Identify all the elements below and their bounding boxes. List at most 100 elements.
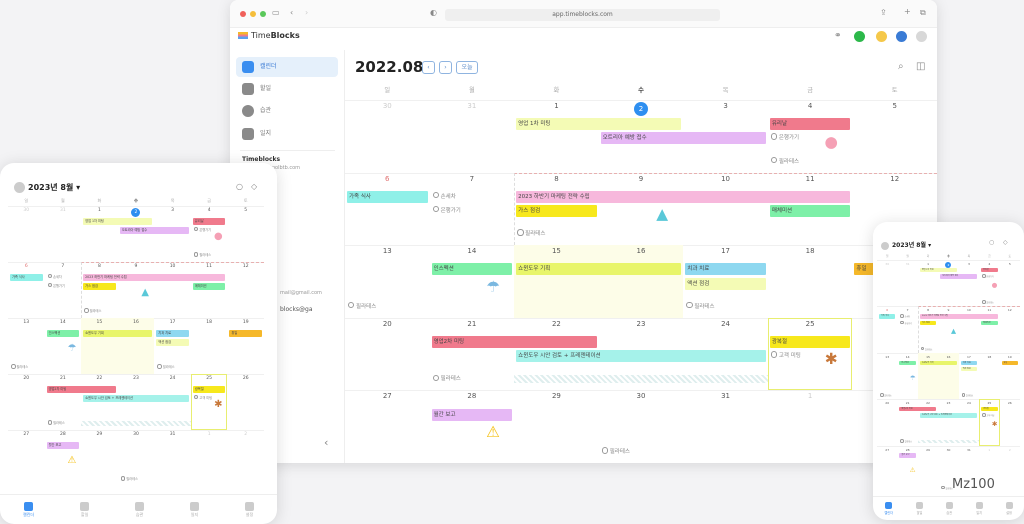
todo-item[interactable]: 필라테스 <box>121 476 138 483</box>
event-bar[interactable]: 오트리아 예방 접수 <box>940 274 978 279</box>
tablet-month-title[interactable]: 2023년 8월 ▾ <box>14 182 80 193</box>
event-bar[interactable]: 휴일 <box>229 329 262 337</box>
badge-icon[interactable] <box>854 31 865 42</box>
event-bar[interactable]: 영업2차 미팅 <box>431 336 597 349</box>
tab-1[interactable]: 할일 <box>915 502 923 515</box>
tab-0[interactable]: 캘린더 <box>23 501 34 518</box>
collapse-sidebar-icon[interactable]: ‹ <box>324 436 329 449</box>
todo-item[interactable]: 필라테스 <box>900 439 912 445</box>
notification-icon[interactable] <box>876 31 887 42</box>
tab-4[interactable]: 설정 <box>1005 502 1013 515</box>
tab-2[interactable]: 습관 <box>945 502 953 515</box>
todo-item[interactable]: 손세차 <box>900 314 911 320</box>
todo-item[interactable]: 필라테스 <box>921 347 932 353</box>
event-bar[interactable]: 가족 식사 <box>10 273 43 281</box>
event-bar[interactable]: 유리날 <box>192 217 226 225</box>
event-bar[interactable]: 영업 1차 미팅 <box>83 217 153 225</box>
event-bar[interactable]: 치과 치료 <box>685 263 766 276</box>
event-bar[interactable]: 가스 점검 <box>83 282 116 290</box>
event-bar[interactable]: 휴일 <box>1001 360 1018 365</box>
event-bar[interactable]: 광복절 <box>981 407 998 412</box>
event-bar[interactable]: 영업2차 미팅 <box>899 407 937 412</box>
event-bar[interactable]: 가스 점검 <box>919 320 937 325</box>
event-bar[interactable]: 영업 1차 미팅 <box>516 118 682 131</box>
bell-icon[interactable]: ◇ <box>251 182 258 191</box>
todo-item[interactable]: 필라테스 <box>433 373 461 385</box>
sidebar-item-note[interactable]: 일지 <box>236 124 338 144</box>
event-bar[interactable]: 2023 하반기 마케팅 전략 수립 <box>83 273 226 281</box>
search-icon[interactable]: ○ <box>236 182 243 191</box>
event-bar[interactable]: 월간 보고 <box>46 441 80 449</box>
todo-item[interactable]: 필라테스 <box>48 420 65 427</box>
event-bar[interactable]: 인스펙션 <box>46 329 80 337</box>
todo-item[interactable]: 필라테스 <box>941 486 952 492</box>
event-bar[interactable]: 액션 점검 <box>960 367 978 372</box>
event-bar[interactable]: 월간 보고 <box>899 453 916 458</box>
tab-3[interactable]: 일지 <box>190 501 199 518</box>
new-tab-icon[interactable]: + <box>904 7 911 16</box>
todo-item[interactable]: 은행가기 <box>48 283 65 290</box>
event-bar[interactable]: 유리날 <box>769 118 851 131</box>
prev-month-button[interactable]: ‹ <box>422 61 435 74</box>
todo-item[interactable]: 은행가기 <box>982 274 993 280</box>
todo-item[interactable]: 필라테스 <box>157 364 175 371</box>
today-marker[interactable]: 2 <box>633 102 648 116</box>
back-icon[interactable]: ‹ <box>290 8 294 17</box>
todo-item[interactable]: 필라테스 <box>84 308 102 315</box>
todo-item[interactable]: 은행가기 <box>194 227 211 234</box>
event-bar[interactable]: 쇼윈도우 시안 검토 + 프레젠테이션 <box>516 350 766 363</box>
event-bar[interactable]: 인스펙션 <box>899 360 916 365</box>
search-icon[interactable]: ⌕ <box>898 61 904 72</box>
todo-item[interactable]: 고객 미팅 <box>194 395 212 402</box>
event-bar[interactable]: 치과 치료 <box>156 329 189 337</box>
event-bar[interactable]: 매체미션 <box>981 320 998 325</box>
event-bar[interactable]: 유리날 <box>981 267 998 273</box>
event-bar[interactable]: 오트리아 예방 접수 <box>600 132 766 145</box>
todo-item[interactable]: 필라테스 <box>348 301 376 313</box>
todo-item[interactable]: 은행가기 <box>771 132 799 144</box>
tab-3[interactable]: 일지 <box>975 502 983 515</box>
event-bar[interactable]: 영업2차 미팅 <box>46 385 116 393</box>
event-bar[interactable]: 가족 식사 <box>347 190 428 203</box>
view-toggle-icon[interactable]: ◫ <box>916 61 926 72</box>
todo-item[interactable]: 필라테스 <box>11 364 29 371</box>
event-bar[interactable]: 2023 하반기 마케팅 전략 수립 <box>919 314 998 319</box>
minimize-window-button[interactable] <box>250 11 256 17</box>
share-icon[interactable]: ⇪ <box>880 8 887 17</box>
next-month-button[interactable]: › <box>439 61 452 74</box>
todo-item[interactable]: 손세차 <box>48 274 62 281</box>
event-bar[interactable]: 매체미션 <box>192 282 226 290</box>
tabs-icon[interactable]: ⧉ <box>920 8 926 17</box>
event-bar[interactable]: 쇼윈도우 기획 <box>516 263 682 276</box>
todo-item[interactable]: 필라테스 <box>686 301 714 313</box>
tab-4[interactable]: 설정 <box>244 501 254 518</box>
event-bar[interactable]: 월간 보고 <box>431 408 513 421</box>
event-bar[interactable]: 액션 점검 <box>685 277 766 290</box>
today-marker[interactable]: 2 <box>945 262 952 268</box>
event-bar[interactable]: 오트리아 예방 접수 <box>119 226 189 234</box>
todo-item[interactable]: 고객 미팅 <box>982 413 994 419</box>
sidebar-item-todo[interactable]: 할일 <box>236 79 338 99</box>
help-icon[interactable] <box>896 31 907 42</box>
sidebar-toggle-icon[interactable]: ▭ <box>272 8 280 17</box>
event-bar[interactable]: 광복절 <box>192 385 226 393</box>
sidebar-item-habit[interactable]: 습관 <box>236 101 338 121</box>
event-bar[interactable]: 광복절 <box>769 336 851 349</box>
event-bar[interactable]: 가족 식사 <box>879 314 896 319</box>
todo-item[interactable]: 손세차 <box>433 191 456 203</box>
event-bar[interactable]: 쇼윈도우 기획 <box>919 360 957 365</box>
todo-item[interactable]: 필라테스 <box>517 228 545 240</box>
todo-item[interactable]: 필라테스 <box>602 446 630 458</box>
event-bar[interactable]: 영업 1차 미팅 <box>919 267 957 273</box>
sidebar-item-calendar[interactable]: 캘린더 <box>236 57 338 77</box>
today-button[interactable]: 오늘 <box>456 61 478 74</box>
tab-1[interactable]: 할일 <box>80 501 90 518</box>
todo-item[interactable]: 은행가기 <box>900 321 912 327</box>
event-bar[interactable]: 쇼윈도우 기획 <box>83 329 153 337</box>
tab-2[interactable]: 습관 <box>135 501 145 518</box>
event-bar[interactable]: 가스 점검 <box>516 204 597 217</box>
today-marker[interactable]: 2 <box>131 208 141 217</box>
address-bar[interactable]: app.timeblocks.com <box>445 9 720 21</box>
search-icon[interactable]: ○ <box>989 239 995 246</box>
event-bar[interactable]: 치과 치료 <box>960 360 978 365</box>
